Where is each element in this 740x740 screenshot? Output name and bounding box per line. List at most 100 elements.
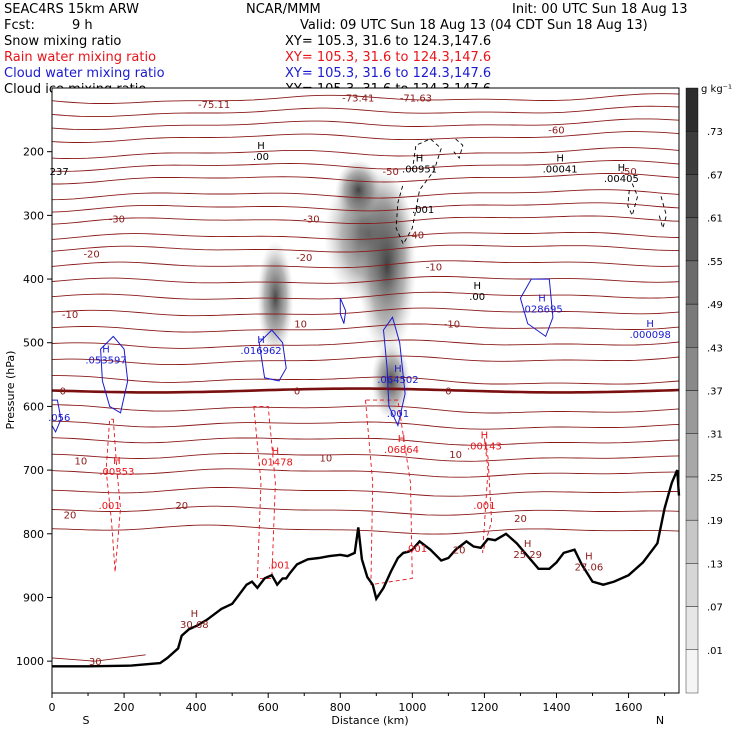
colorbar-label: .43 [707,343,723,354]
cloud-water-high-h: H [257,335,265,346]
colorbar-swatch [685,519,699,564]
colorbar-swatch [685,563,699,607]
cloud-water-contour [258,329,287,382]
temperature-label: -50 [620,167,636,178]
temperature-contour [52,172,680,185]
cloud-water-high-value: .000098 [629,330,670,341]
field-name: Cloud water mixing ratio [4,66,165,81]
cloud-water-contour [339,298,347,324]
temperature-label: 20 [64,511,77,522]
rain-label: .001 [405,544,427,555]
colorbar-swatch [685,174,699,218]
north-label: N [656,714,664,727]
colorbar-swatch [685,606,699,650]
temperature-label: 20 [514,514,527,525]
temperature-contour [51,323,680,333]
rain-contours [105,399,493,586]
y-tick-label: 900 [23,591,44,604]
temperature-high-h: H [585,552,593,563]
temperature-label: 10 [449,450,462,461]
temperature-label: -30 [109,215,125,226]
rain-label: .001 [473,501,495,512]
valid-time: Valid: 09 UTC Sun 18 Aug 13 (04 CDT Sun … [300,18,648,33]
rain-high: H.01478 [258,447,293,469]
temperature-contour [51,291,680,300]
temperature-label: -40 [408,230,424,241]
snow-contour [627,183,639,217]
temperature-contours [51,93,680,662]
cloud-water-contour [100,335,129,414]
field-name: Snow mixing ratio [4,34,121,49]
temperature-label: -30 [303,215,319,226]
temperature-high: H30.68 [180,609,209,631]
south-label: S [83,714,90,727]
temperature-contour [51,202,680,213]
y-tick-label: 300 [23,209,44,222]
init-time: Init: 00 UTC Sun 18 Aug 13 [512,2,687,17]
y-tick-label: 200 [23,146,44,159]
cloud-water-high: H.016962 [240,335,281,357]
y-axis: 200 300 400 500 600 700 800 900 1000 [16,146,52,668]
plot-area: -75.11 -73.41 -71.63 -60 -50 -50 -40 -30 -30 -20 -… [16,87,681,714]
temperature-label: -10 [426,262,442,273]
cloud-water-high-h: H [102,345,110,356]
colorbar-label: .61 [707,214,723,225]
snow-high-value: .00 [469,292,485,303]
cloud-water-label: .001 [387,409,409,420]
temperature-label: -50 [383,167,399,178]
rain-high-h: H [481,431,489,442]
rain-label: .001 [268,560,290,571]
temperature-label: 30 [89,657,102,668]
contour-labels: -75.11 -73.41 -71.63 -60 -50 -50 -40 -30 -30 -20 -… [48,94,671,669]
temperature-contour [51,505,680,516]
rain-high: H.00143 [467,431,502,453]
rain-contour [105,418,121,573]
snow-high: H.00041 [543,154,578,176]
temperature-label: -10 [62,310,78,321]
temperature-contour [51,118,680,131]
snow-high-h: H [257,141,265,152]
temperature-label: -20 [296,253,312,264]
temperature-contour [51,307,680,317]
colorbar-units: g kg⁻¹ [701,84,732,95]
colorbar-swatch [685,433,699,478]
snow-contours [395,138,667,245]
y-tick-label: 800 [23,528,44,541]
temperature-label: 20 [175,501,188,512]
fcst-label: Fcst: [4,18,35,33]
snow-contour [395,138,442,245]
temperature-contour [52,375,680,385]
cloud-water-high-h: H [394,364,402,375]
cloud-water-high: H.000098 [629,319,670,341]
model-title: SEAC4RS 15km ARW [4,2,139,17]
cloud-water-high: .056 [48,413,70,424]
x-axis: 0 200 400 600 800 1000 1200 1400 1600 [49,693,666,714]
y-tick-label: 400 [23,273,44,286]
snow-high: H.00951 [402,154,437,176]
temperature-contour [51,276,680,284]
y-axis-title: Pressure (hPa) [4,351,17,430]
colorbar: .01 .07 .13 .19 .25 .31 .37 .43 .49 .55 .61 .67 .73 g… [685,84,732,694]
cloud-water-contour [519,278,554,338]
colorbar-label: .67 [707,170,723,181]
x-tick-label: 800 [330,701,351,714]
fcst-value: 9 h [72,18,93,33]
colorbar-label: .13 [707,559,723,570]
y-tick-label: 600 [23,400,44,413]
x-tick-label: 200 [114,701,135,714]
x-tick-label: 600 [258,701,279,714]
x-tick-label: 0 [49,701,56,714]
rain-high-value: .01478 [258,458,293,469]
temperature-contour [51,215,680,225]
temperature-label: -73.41 [342,94,374,105]
colorbar-label: .19 [707,516,723,527]
field-name: Rain water mixing ratio [4,50,156,65]
temperature-label: 0 [445,387,451,398]
freezing-level-line [51,387,680,394]
colorbar-swatch [685,87,699,132]
colorbar-swatch [685,131,699,175]
cloud-water-high-value: .056 [48,413,70,424]
temperature-label: -10 [444,320,460,331]
temperature-label: -20 [83,250,99,261]
plot-frame [51,87,680,694]
